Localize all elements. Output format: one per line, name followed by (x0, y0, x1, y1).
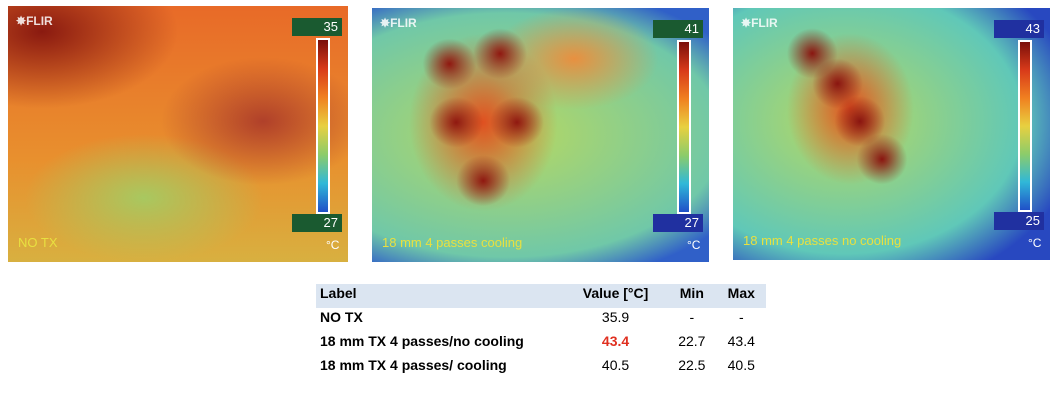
scale-min: 27 (292, 214, 342, 232)
unit: °C (687, 238, 700, 252)
table-header: Value [°C] (564, 284, 667, 308)
scale-min: 25 (994, 212, 1044, 230)
table-cell: - (667, 308, 716, 332)
logo: FLIR (380, 16, 417, 30)
caption: 18 mm 4 passes cooling (382, 235, 522, 250)
table-cell: 43.4 (717, 332, 766, 356)
caption: NO TX (18, 235, 58, 250)
table-cell: 40.5 (717, 356, 766, 380)
logo: FLIR (16, 14, 53, 28)
page: FLIR NO TX 35 27 °C FLIR 18 mm 4 passes coolin… (0, 0, 1056, 406)
thermal-image: FLIR 18 mm 4 passes no cooling 43 25 °C (733, 8, 1050, 260)
table-cell: 40.5 (564, 356, 667, 380)
unit: °C (1028, 236, 1041, 250)
caption: 18 mm 4 passes no cooling (743, 233, 901, 248)
table-cell: 18 mm TX 4 passes/ cooling (316, 356, 564, 380)
table-cell: - (717, 308, 766, 332)
thermal-image: FLIR 18 mm 4 passes cooling 41 27 °C (372, 8, 709, 262)
table-header: Max (717, 284, 766, 308)
table-cell: 43.4 (564, 332, 667, 356)
table-header: Label (316, 284, 564, 308)
logo: FLIR (741, 16, 778, 30)
table-cell: 18 mm TX 4 passes/no cooling (316, 332, 564, 356)
thermal-image: FLIR NO TX 35 27 °C (8, 6, 348, 262)
table-cell: 35.9 (564, 308, 667, 332)
unit: °C (326, 238, 339, 252)
table-cell: 22.7 (667, 332, 716, 356)
table-cell: NO TX (316, 308, 564, 332)
color-scale (1018, 40, 1032, 212)
table-header: Min (667, 284, 716, 308)
scale-min: 27 (653, 214, 703, 232)
table-cell: 22.5 (667, 356, 716, 380)
scale-max: 41 (653, 20, 703, 38)
scale-max: 43 (994, 20, 1044, 38)
scale-max: 35 (292, 18, 342, 36)
color-scale (316, 38, 330, 214)
color-scale (677, 40, 691, 214)
